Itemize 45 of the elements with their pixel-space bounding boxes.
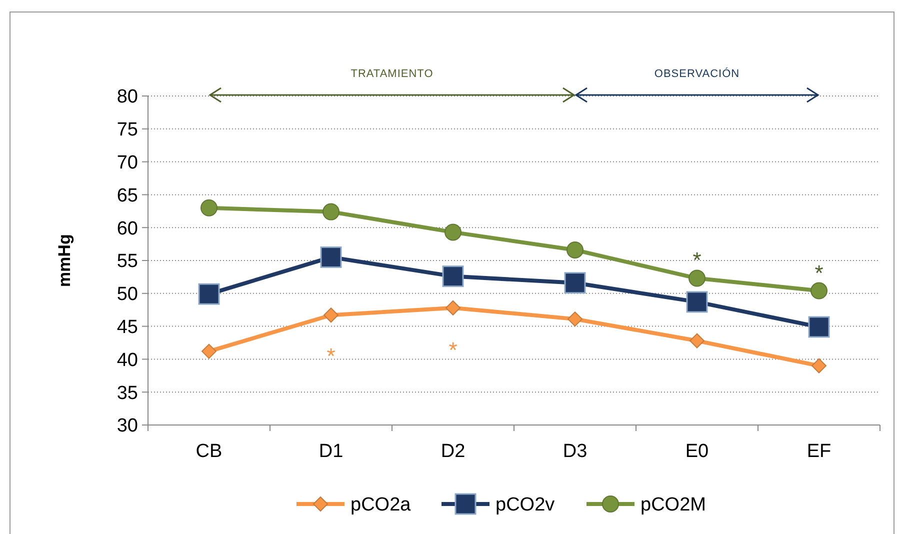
legend-label: pCO2M <box>640 494 706 516</box>
point <box>686 291 708 313</box>
y-tick-label: 50 <box>116 284 138 306</box>
y-tick-label: 40 <box>116 350 138 371</box>
y-tick-label: 35 <box>116 382 138 404</box>
point <box>444 224 462 241</box>
y-tick-label: 45 <box>116 316 138 338</box>
point <box>446 300 460 316</box>
y-axis-title: mmHg <box>55 234 74 287</box>
point <box>810 282 828 300</box>
y-tick-label: 80 <box>116 86 138 108</box>
text: OBSERVACIÓN <box>654 67 740 80</box>
point <box>324 308 338 323</box>
annotation: * <box>814 260 824 286</box>
point <box>320 246 342 268</box>
point <box>198 283 220 305</box>
x-tick-label: CB <box>196 441 222 462</box>
x-tick-label: E0 <box>685 441 709 462</box>
legend-label: pCO2a <box>350 494 412 516</box>
point <box>564 272 586 294</box>
y-tick-label: 65 <box>116 185 138 206</box>
point <box>568 312 582 327</box>
x-tick-label: D2 <box>440 441 466 462</box>
legend-label: pCO2v <box>496 494 556 516</box>
point <box>442 266 464 288</box>
point <box>690 333 704 348</box>
x-tick-label: EF <box>806 441 832 462</box>
y-tick-label: 60 <box>116 218 138 240</box>
point <box>200 199 218 216</box>
point <box>688 270 706 287</box>
text: TRATAMIENTO <box>350 68 434 80</box>
point <box>322 203 340 220</box>
y-tick-label: 30 <box>116 416 138 437</box>
annotation: * <box>326 343 336 368</box>
annotation: * <box>692 247 702 272</box>
y-tick-label: 70 <box>116 152 138 174</box>
x-tick-label: D3 <box>562 441 588 462</box>
point <box>202 344 216 359</box>
point <box>808 316 830 338</box>
y-tick-label: 55 <box>116 251 138 272</box>
point <box>812 358 826 374</box>
point <box>566 241 584 258</box>
y-tick-label: 75 <box>116 120 138 141</box>
x-tick-label: D1 <box>318 441 344 462</box>
annotation: * <box>448 337 458 362</box>
